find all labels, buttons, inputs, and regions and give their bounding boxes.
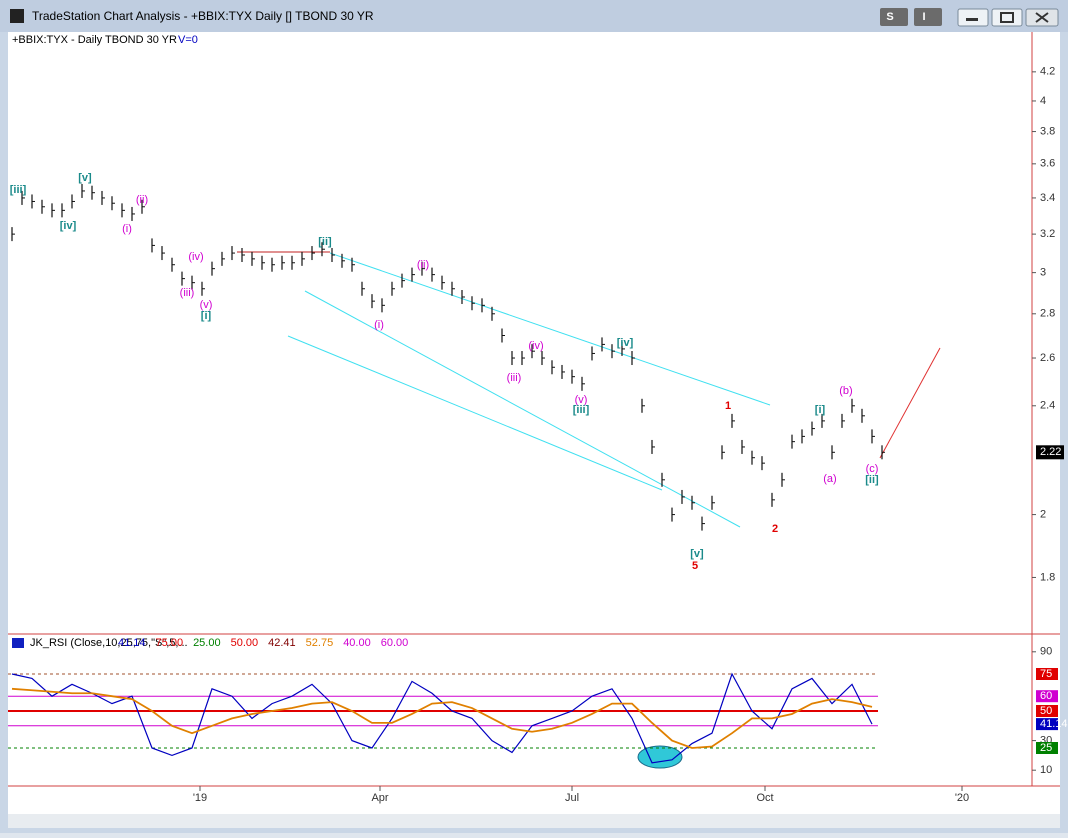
level-box — [1036, 690, 1058, 703]
wave-label: [i] — [815, 404, 826, 416]
wave-label: [iv] — [60, 220, 77, 232]
wave-label: (iv) — [188, 251, 203, 263]
wave-label: (i) — [122, 223, 132, 235]
price-tick-label: 3.8 — [1040, 125, 1055, 137]
wave-label: (a) — [823, 473, 836, 485]
close-glyph — [1035, 12, 1049, 23]
channel-line — [329, 252, 771, 406]
volume-label: V=0 — [178, 34, 198, 46]
channel-line — [287, 335, 663, 491]
rsi-tick-label: 10 — [1040, 764, 1052, 776]
wave-label: 5 — [692, 560, 698, 572]
wave-label: (v) — [575, 394, 588, 406]
price-tick-label: 4 — [1040, 95, 1046, 107]
projection-line — [879, 347, 941, 459]
price-tick-label: 2.4 — [1040, 400, 1055, 412]
wave-label: (c) — [866, 463, 879, 475]
i-button-label[interactable]: I — [922, 11, 925, 23]
wave-label: (iv) — [528, 340, 543, 352]
level-box-label: 25 — [1040, 742, 1052, 754]
wave-label: (iii) — [180, 287, 195, 299]
price-tick-label: 3 — [1040, 267, 1046, 279]
maximize-button[interactable] — [991, 8, 1023, 27]
indicator-icon — [12, 638, 24, 648]
i-button[interactable]: I — [914, 8, 942, 26]
price-tick-label: 1.8 — [1040, 571, 1055, 583]
price-tick-label: 3.4 — [1040, 192, 1055, 204]
wave-label: (i) — [374, 319, 384, 331]
maximize-glyph — [1000, 12, 1014, 23]
wave-label: [iv] — [617, 337, 634, 349]
chart-area — [8, 32, 1060, 814]
wave-label: (iii) — [507, 372, 522, 384]
wave-label: [iii] — [573, 404, 590, 416]
rsi-tick-label: 90 — [1040, 646, 1052, 658]
wave-label: 1 — [725, 400, 731, 412]
level-box-label: 50 — [1040, 705, 1052, 717]
level-box-label: 41.14 — [1040, 718, 1068, 730]
wave-label: (ii) — [136, 194, 148, 206]
x-tick-label: '20 — [955, 792, 969, 804]
level-box-label: 60 — [1040, 690, 1052, 702]
wave-label: [v] — [78, 172, 92, 184]
indicator-readout: 42.41 — [268, 637, 296, 649]
minimize-button[interactable] — [957, 8, 989, 27]
indicator-readout: 41.14 — [118, 637, 146, 649]
indicator-readout: 40.00 — [343, 637, 371, 649]
x-tick-label: '19 — [193, 792, 207, 804]
price-tick-label: 2.8 — [1040, 308, 1055, 320]
price-tick-label: 4.2 — [1040, 66, 1055, 78]
channel-line — [304, 290, 741, 528]
price-tick-label: 3.2 — [1040, 228, 1055, 240]
level-box — [1036, 718, 1058, 731]
x-tick-label: Apr — [371, 792, 388, 804]
s-button-bg[interactable] — [880, 8, 908, 26]
wave-label: 2 — [772, 523, 778, 535]
indicator-readout: 50.00 — [231, 637, 259, 649]
wave-label: (v) — [200, 299, 213, 311]
indicator-readout: 60.00 — [381, 637, 409, 649]
last-price-label: 2.22 — [1040, 446, 1061, 458]
s-button-label[interactable]: S — [886, 11, 893, 23]
highlight-ellipse — [637, 745, 683, 769]
wave-label: [iii] — [10, 184, 27, 196]
minimize-glyph — [966, 18, 978, 21]
app-icon — [10, 9, 24, 23]
s-button[interactable]: S — [880, 8, 908, 26]
level-box-label: 75 — [1040, 668, 1052, 680]
x-tick-label: Jul — [565, 792, 579, 804]
indicator-readout: 52.75 — [306, 637, 334, 649]
scroll-bar[interactable] — [8, 814, 1060, 828]
x-tick-label: Oct — [756, 792, 773, 804]
wave-label: (b) — [839, 385, 852, 397]
price-tick-label: 2 — [1040, 508, 1046, 520]
wave-label: [ii] — [318, 236, 332, 248]
wave-label: [ii] — [865, 474, 879, 486]
level-box — [1036, 742, 1058, 754]
price-tick-label: 2.6 — [1040, 352, 1055, 364]
level-box — [1036, 668, 1058, 680]
last-price-box — [1036, 445, 1064, 460]
wave-label: (ii) — [417, 259, 429, 271]
wave-label: [v] — [690, 548, 704, 560]
level-box — [1036, 705, 1058, 717]
window-title: TradeStation Chart Analysis - +BBIX:TYX … — [32, 9, 374, 23]
indicator-name: JK_RSI (Close,10,25,75,"S",5,... — [30, 637, 188, 649]
slow-line — [11, 687, 873, 749]
indicator-readout: 75.00 — [156, 637, 184, 649]
symbol-line: +BBIX:TYX - Daily TBOND 30 YR — [12, 34, 177, 46]
wave-label: [i] — [201, 310, 212, 322]
i-button-bg[interactable] — [914, 8, 942, 26]
price-tick-label: 3.6 — [1040, 158, 1055, 170]
indicator-readout: 25.00 — [193, 637, 221, 649]
